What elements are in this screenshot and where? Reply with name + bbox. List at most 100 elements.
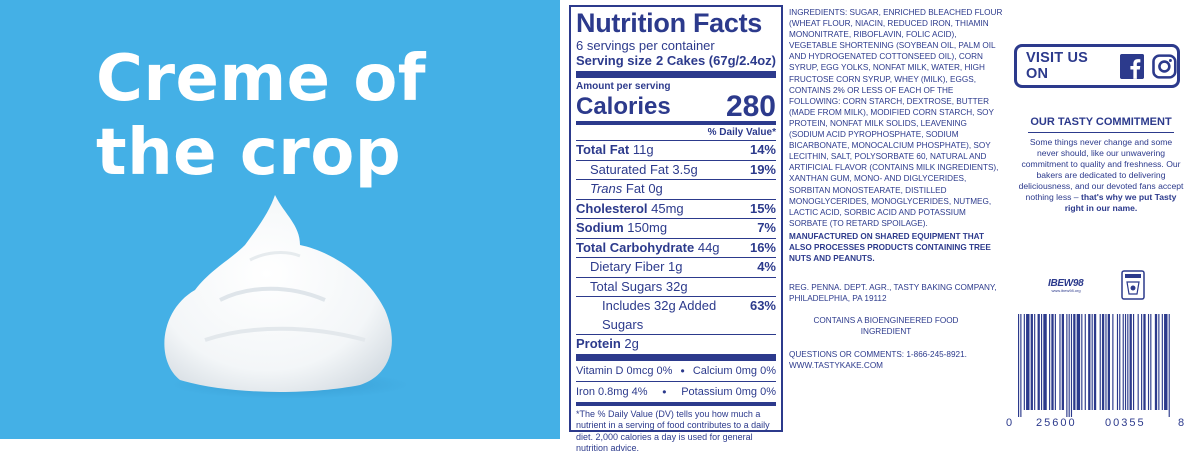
barcode-last-digit: 8	[1178, 417, 1185, 429]
barcode-bar	[1076, 314, 1081, 410]
nutrient-dv: 14%	[749, 142, 776, 157]
barcode-bar	[1116, 314, 1119, 410]
barcode-bar	[1054, 314, 1056, 410]
barcode-bar	[1066, 314, 1068, 417]
commitment-text: Some things never change and some never …	[1018, 137, 1184, 202]
questions-contact: Questions or comments: 1-866-245-8921. w…	[789, 349, 967, 370]
barcode-bar	[1020, 314, 1022, 417]
barcode-bar	[1030, 314, 1033, 410]
barcode-bar	[1101, 314, 1105, 410]
barcode-bar	[1133, 314, 1135, 410]
nutrient-label: Cholesterol	[576, 200, 648, 216]
serving-size: Serving size 2 Cakes (67g/2.4oz)	[576, 53, 776, 78]
barcode-bar	[1122, 314, 1124, 410]
nutrient-row-saturated-fat: Saturated Fat 3.5g 19%	[576, 161, 776, 180]
servings-per-container: 6 servings per container	[576, 38, 715, 53]
barcode-bar	[1049, 314, 1051, 410]
barcode-bar	[1093, 314, 1097, 410]
nutrient-label: Protein	[576, 336, 621, 351]
vitamin-row: Vitamin D 0mcg 0% • Calcium 0mg 0%	[576, 361, 776, 382]
bioengineered-statement: Contains a bioengineered food ingredient	[813, 316, 959, 337]
nutrient-row-trans-fat: Trans Fat 0g	[576, 180, 776, 200]
allergen-statement: Manufactured on shared equipment that al…	[789, 231, 991, 264]
nutrient-amount: 3.5g	[672, 161, 698, 177]
nutrient-label: Trans	[590, 181, 623, 196]
facebook-icon	[1119, 53, 1145, 79]
barcode-bar	[1051, 314, 1054, 410]
ibew-logo: IBEW98 www.ibew98.org	[1048, 278, 1084, 294]
nutrient-label: Total Carbohydrate	[576, 239, 695, 255]
serving-size-value: 2 Cakes (67g/2.4oz)	[656, 53, 776, 68]
nutrient-row-added-sugars: Includes 32g Added Sugars 63%	[576, 297, 776, 335]
nutrient-row-cholesterol: Cholesterol 45mg 15%	[576, 200, 776, 219]
barcode-bar	[1061, 314, 1064, 410]
nutrient-label: Includes 32g Added Sugars	[602, 298, 717, 332]
barcode-bar	[1137, 314, 1139, 410]
nutrient-amount: 45mg	[651, 200, 684, 216]
barcode-bar	[1081, 314, 1083, 410]
registration-statement: Reg. Penna. Dept. Agr., Tasty Baking Com…	[789, 283, 997, 304]
nutrient-dv: 7%	[757, 220, 776, 235]
ibew-site: www.ibew98.org	[1051, 288, 1081, 293]
nutrient-dv: 4%	[757, 259, 776, 274]
barcode-bar	[1107, 314, 1110, 410]
barcode-bar	[1150, 314, 1152, 410]
nutrient-dv: 19%	[749, 161, 776, 177]
barcode-bar	[1147, 314, 1150, 410]
bullet-icon: •	[680, 363, 685, 378]
barcode-left-digits: 25600	[1036, 417, 1077, 429]
barcode-bar	[1026, 314, 1030, 410]
commitment-body: Some things never change and some never …	[1018, 137, 1184, 214]
barcode-bar	[1124, 314, 1127, 410]
barcode-bar	[1112, 314, 1114, 410]
serving-size-label: Serving size	[576, 53, 652, 68]
barcode-bar	[1043, 314, 1047, 410]
calories-label: Calories	[576, 93, 671, 120]
potassium: Potassium 0mg 0%	[681, 385, 776, 398]
barcode-bar	[1127, 314, 1129, 410]
union-label-icon	[1121, 270, 1145, 300]
bullet-icon: •	[662, 384, 667, 399]
headline: Creme of the crop	[96, 42, 426, 190]
ingredients-text: Ingredients: Sugar, enriched bleached fl…	[789, 8, 1003, 228]
ibew-label: IBEW	[1048, 278, 1073, 289]
hero-panel: Creme of the crop	[0, 0, 560, 439]
whipped-cream-image	[164, 195, 410, 399]
headline-line-2: the crop	[96, 116, 402, 190]
nutrition-facts-panel: Nutrition Facts 6 servings per container…	[569, 5, 783, 453]
barcode-first-digit: 0	[1006, 417, 1013, 429]
barcode-bar	[1070, 314, 1073, 417]
barcode-bar	[1141, 314, 1143, 410]
visit-us-badge: VISIT US ON	[1014, 44, 1180, 88]
barcode-bar	[1161, 314, 1163, 410]
nutrient-row-sodium: Sodium 150mg 7%	[576, 219, 776, 239]
nutrient-amount: 32g	[665, 278, 688, 294]
nutrient-amount: 150mg	[627, 220, 668, 235]
barcode-bar	[1099, 314, 1101, 410]
headline-line-1: Creme of	[96, 42, 427, 116]
barcode-bar	[1023, 314, 1025, 410]
calcium: Calcium 0mg 0%	[692, 364, 776, 377]
commitment-title: OUR TASTY COMMITMENT	[1028, 116, 1174, 133]
nutrient-amount: 11g	[632, 142, 654, 157]
barcode-bar	[1073, 314, 1076, 410]
barcode-bar	[1084, 314, 1086, 410]
commitment-block: OUR TASTY COMMITMENT Some things never c…	[1018, 116, 1184, 214]
barcode-bar	[1088, 314, 1091, 410]
barcode-bar	[1068, 314, 1070, 417]
barcode-bar	[1018, 314, 1020, 417]
nutrient-row-dietary-fiber: Dietary Fiber 1g 4%	[576, 258, 776, 278]
barcode	[1018, 314, 1170, 417]
visit-us-label: VISIT US ON	[1026, 50, 1089, 82]
nutrient-amount: 0g	[648, 181, 663, 196]
iron: Iron 0.8mg 4%	[576, 385, 648, 398]
instagram-icon	[1152, 53, 1177, 79]
barcode-bar	[1091, 314, 1093, 410]
amount-per-serving: Amount per serving	[576, 81, 671, 92]
vitamin-d: Vitamin D 0mcg 0%	[576, 364, 673, 377]
nutrient-row-total-sugars: Total Sugars 32g	[576, 278, 776, 297]
nutrient-amount: 2g	[624, 336, 639, 351]
calories-value: 280	[725, 90, 776, 123]
barcode-bar	[1105, 314, 1107, 410]
nutrient-dv: 16%	[749, 239, 776, 255]
